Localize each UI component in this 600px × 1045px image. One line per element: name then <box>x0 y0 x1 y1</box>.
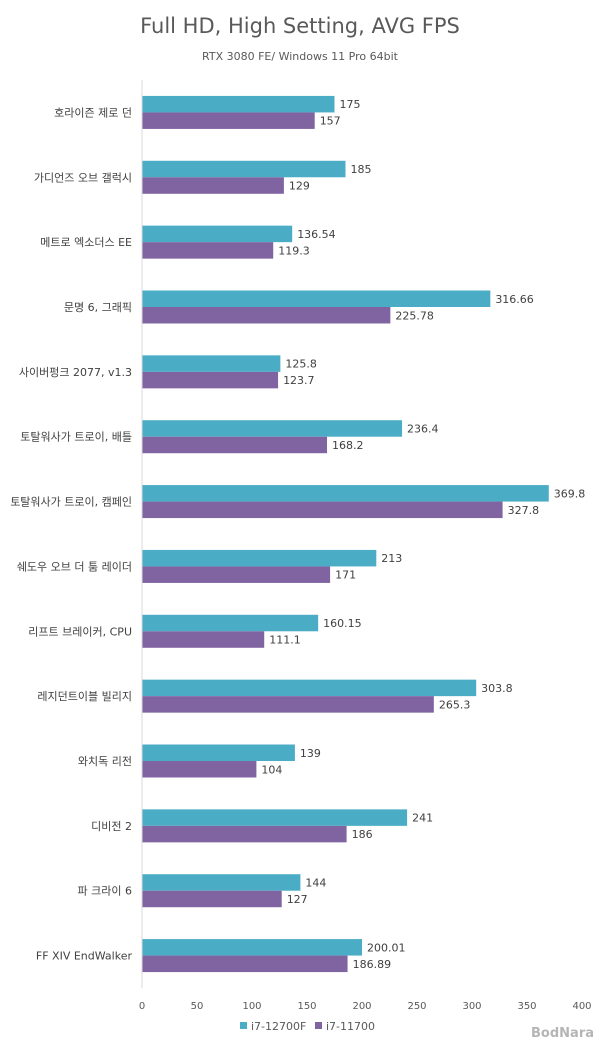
category-label: 사이버펑크 2077, v1.3 <box>19 366 132 379</box>
data-label: 185 <box>351 163 372 176</box>
bar-i7-12700f <box>142 939 363 956</box>
data-label: 186 <box>352 828 373 841</box>
chart-subtitle: RTX 3080 FE/ Windows 11 Pro 64bit <box>202 50 399 63</box>
data-label: 369.8 <box>554 487 586 500</box>
bar-i7-11700 <box>142 112 315 129</box>
category-label: 와치독 리전 <box>78 755 132 768</box>
bar-i7-11700 <box>142 436 328 454</box>
data-label: 303.8 <box>481 682 513 695</box>
x-tick-label: 250 <box>407 1001 426 1012</box>
legend-swatch <box>240 1022 247 1029</box>
x-tick-label: 400 <box>572 1001 591 1012</box>
category-label: 파 크라이 6 <box>78 885 132 898</box>
legend: i7-12700F i7-11700 <box>240 1020 375 1033</box>
bar-i7-11700 <box>142 890 282 908</box>
bar-i7-12700f <box>142 874 301 891</box>
category-label: 레지던트이블 빌리지 <box>37 690 132 703</box>
bar-i7-11700 <box>142 566 331 583</box>
data-label: 186.89 <box>353 958 392 971</box>
data-label: 157 <box>320 115 341 128</box>
x-tick-label: 200 <box>352 1001 371 1012</box>
bar-i7-12700f <box>142 290 491 307</box>
data-label: 119.3 <box>278 244 310 257</box>
x-tick-label: 50 <box>191 1001 204 1012</box>
category-label: 가디언즈 오브 갤럭시 <box>34 171 132 184</box>
bar-i7-12700f <box>142 160 346 178</box>
category-label: 토탈워사가 트로이, 배틀 <box>20 431 132 444</box>
bar-i7-11700 <box>142 307 391 324</box>
bar-i7-12700f <box>142 95 335 113</box>
data-label: 168.2 <box>332 439 364 452</box>
data-label: 200.01 <box>367 941 406 954</box>
data-label: 139 <box>300 747 321 760</box>
data-label: 160.15 <box>323 617 362 630</box>
data-label: 129 <box>289 180 310 193</box>
bar-i7-12700f <box>142 679 477 697</box>
bar-i7-12700f <box>142 355 281 372</box>
data-label: 316.66 <box>495 293 534 306</box>
data-label: 144 <box>305 876 326 889</box>
bar-i7-11700 <box>142 825 347 843</box>
chart-title: Full HD, High Setting, AVG FPS <box>140 14 460 38</box>
legend-label: i7-11700 <box>326 1020 375 1033</box>
category-label: 호라이즌 제로 던 <box>54 106 132 119</box>
bar-i7-12700f <box>142 809 408 826</box>
bar-i7-12700f <box>142 549 377 567</box>
bar-i7-12700f <box>142 225 293 243</box>
bar-i7-11700 <box>142 242 274 259</box>
bar-i7-11700 <box>142 177 284 194</box>
data-label: 225.78 <box>395 309 434 322</box>
bar-i7-12700f <box>142 744 295 761</box>
data-label: 123.7 <box>283 374 315 387</box>
category-label: FF XIV EndWalker <box>36 950 133 963</box>
data-label: 236.4 <box>407 422 439 435</box>
category-label: 메트로 엑소더스 EE <box>40 236 132 249</box>
legend-swatch <box>315 1022 322 1029</box>
x-tick-label: 150 <box>297 1001 316 1012</box>
category-label: 디비전 2 <box>91 820 132 833</box>
data-label: 265.3 <box>439 698 471 711</box>
data-label: 175 <box>340 98 361 111</box>
data-label: 213 <box>381 552 402 565</box>
bar-i7-11700 <box>142 761 257 778</box>
x-tick-label: 100 <box>242 1001 261 1012</box>
data-label: 125.8 <box>285 358 317 371</box>
data-label: 241 <box>412 812 433 825</box>
x-tick-label: 0 <box>139 1001 145 1012</box>
data-label: 111.1 <box>269 634 301 647</box>
plot-area: 호라이즌 제로 던 175 157 가디언즈 오브 갤럭시 185 129 메트로 엑소더스… <box>10 95 586 973</box>
data-label: 171 <box>335 569 356 582</box>
bar-i7-11700 <box>142 371 279 389</box>
watermark-logo: BodNara <box>531 1026 594 1041</box>
data-label: 127 <box>287 893 308 906</box>
bar-i7-11700 <box>142 631 265 648</box>
data-label: 104 <box>261 763 282 776</box>
legend-label: i7-12700F <box>251 1020 306 1033</box>
bar-i7-12700f <box>142 614 319 632</box>
x-axis: 0 50 100 150 200 250 300 350 400 <box>139 80 592 1012</box>
bar-i7-12700f <box>142 485 549 502</box>
bar-i7-12700f <box>142 420 403 437</box>
data-label: 136.54 <box>297 228 336 241</box>
bar-i7-11700 <box>142 696 434 713</box>
x-tick-label: 300 <box>462 1001 481 1012</box>
category-label: 토탈워사가 트로이, 캠페인 <box>10 496 132 509</box>
data-label: 327.8 <box>508 504 539 517</box>
bar-i7-11700 <box>142 955 348 973</box>
category-label: 문명 6, 그래픽 <box>64 301 132 314</box>
x-tick-label: 350 <box>517 1001 536 1012</box>
category-label: 리프트 브레이커, CPU <box>28 625 132 638</box>
category-label: 쉐도우 오브 더 툼 레이더 <box>17 560 132 573</box>
bar-i7-11700 <box>142 501 503 519</box>
